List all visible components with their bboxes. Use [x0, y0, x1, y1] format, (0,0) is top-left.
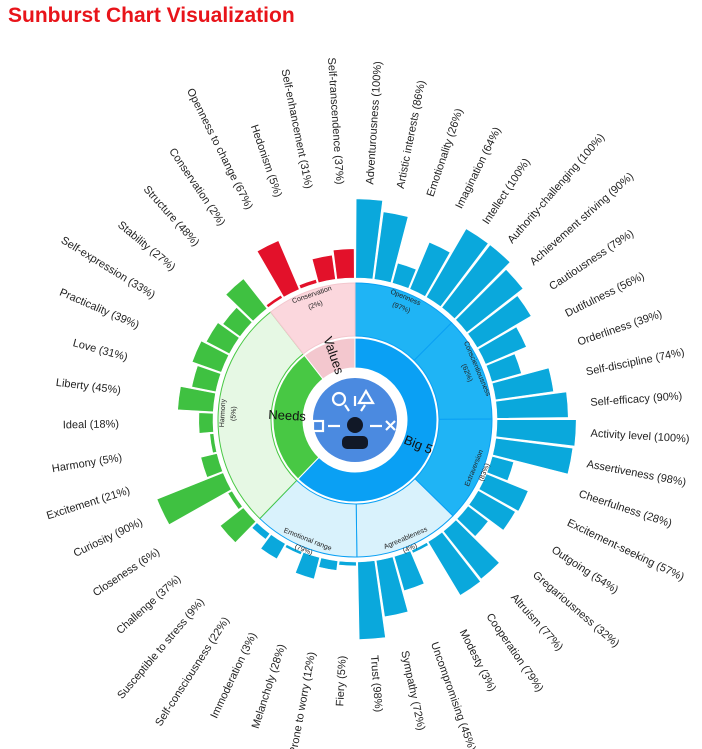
leaf-practicality-bar[interactable] — [191, 340, 230, 373]
leaf-harmony-label: Harmony (5%) — [51, 452, 123, 475]
leaf-trust-label: Trust (98%) — [368, 655, 384, 713]
leaf-excitement-label: Excitement (21%) — [45, 485, 131, 522]
leaf-conservation-bar[interactable] — [265, 294, 283, 309]
leaf-activity-level-label: Activity level (100%) — [590, 428, 690, 446]
leaf-bars — [156, 198, 577, 640]
leaf-self-discipline-label: Self-discipline (74%) — [585, 346, 686, 378]
leaf-liberty-label: Liberty (45%) — [55, 377, 121, 397]
leaf-modesty-label: Modesty (3%) — [457, 628, 498, 694]
leaf-excitement-seeking-bar[interactable] — [478, 473, 529, 512]
leaf-self-enhancement-bar[interactable] — [311, 254, 336, 284]
category-values-arc[interactable] — [303, 337, 356, 380]
leaf-self-transcendence-label: Self-transcendence (37%) — [325, 57, 345, 185]
category-big-5-arc[interactable] — [297, 337, 438, 503]
page-title: Sunburst Chart Visualization — [8, 4, 295, 27]
leaf-self-transcendence-bar[interactable] — [332, 248, 355, 280]
facet-ring — [217, 282, 493, 558]
leaf-altruism-bar[interactable] — [442, 519, 500, 580]
leaf-artistic-interests-bar[interactable] — [373, 211, 409, 283]
leaf-self-efficacy-bar[interactable] — [495, 391, 569, 419]
category-needs-label: Needs — [268, 407, 307, 424]
leaf-stability-bar[interactable] — [222, 307, 253, 338]
leaf-cheerfulness-label: Cheerfulness (28%) — [577, 488, 673, 530]
leaf-challenge-bar[interactable] — [219, 507, 257, 544]
personality-insights-icon — [311, 388, 396, 433]
leaf-orderliness-bar[interactable] — [485, 353, 522, 383]
facet-harmony-arc[interactable] — [217, 311, 304, 520]
leaf-imagination-bar[interactable] — [409, 241, 451, 297]
leaf-practicality-label: Practicality (39%) — [58, 287, 141, 332]
person-glyph — [342, 417, 368, 449]
leaf-self-efficacy-label: Self-efficacy (90%) — [590, 390, 683, 409]
leaf-self-discipline-bar[interactable] — [491, 367, 554, 401]
leaf-assertiveness-bar[interactable] — [492, 437, 574, 475]
leaf-closeness-bar[interactable] — [227, 490, 243, 510]
leaf-curiosity-bar[interactable] — [156, 472, 232, 526]
leaf-outgoing-bar[interactable] — [468, 490, 516, 531]
center-icon-group — [311, 378, 397, 462]
leaf-cheerfulness-bar[interactable] — [486, 455, 515, 482]
leaf-melancholy-bar[interactable] — [294, 551, 320, 580]
leaf-self-consciousness-bar[interactable] — [260, 534, 286, 560]
facet-conservation-arc[interactable] — [269, 282, 356, 355]
leaf-intellect-bar[interactable] — [425, 228, 489, 308]
facet-conservation-value: (2%) — [307, 300, 323, 311]
leaf-hedonism-bar[interactable] — [298, 278, 318, 290]
leaf-excitement-bar[interactable] — [200, 453, 223, 478]
leaf-love-label: Love (31%) — [71, 337, 128, 363]
leaf-trust-bar[interactable] — [357, 560, 386, 640]
leaf-achievement-striving-label: Achievement striving (90%) — [528, 170, 636, 268]
leaf-emotionality-bar[interactable] — [391, 262, 417, 289]
leaf-orderliness-label: Orderliness (39%) — [576, 308, 664, 348]
leaf-fiery-label: Fiery (5%) — [334, 655, 349, 706]
leaf-assertiveness-label: Assertiveness (98%) — [586, 458, 687, 489]
leaf-closeness-label: Closeness (6%) — [91, 546, 162, 599]
leaf-dutifulness-bar[interactable] — [477, 326, 527, 365]
leaf-gregariousness-bar[interactable] — [456, 505, 489, 537]
leaf-ideal-label: Ideal (18%) — [63, 418, 119, 431]
leaf-uncompromising-bar[interactable] — [393, 550, 425, 592]
leaf-self-expression-bar[interactable] — [205, 322, 240, 355]
leaf-prone-to-worry-bar[interactable] — [318, 557, 339, 571]
leaf-authority-challenging-label: Authority-challenging (100%) — [505, 132, 607, 246]
facet-harmony-label: Harmony — [219, 398, 228, 427]
leaf-hedonism-label: Hedonism (5%) — [248, 123, 284, 199]
leaf-sympathy-label: Sympathy (72%) — [398, 650, 427, 732]
leaf-structure-label: Structure (48%) — [141, 184, 202, 249]
leaf-adventurousness-label: Adventurousness (100%) — [364, 61, 384, 185]
leaf-modesty-bar[interactable] — [411, 542, 429, 554]
leaf-sympathy-bar[interactable] — [375, 556, 409, 618]
leaf-prone-to-worry-label: Prone to worry (12%) — [288, 651, 319, 749]
leaf-authority-challenging-bar[interactable] — [441, 244, 511, 320]
leaf-curiosity-label: Curiosity (90%) — [72, 516, 145, 559]
leaf-structure-bar[interactable] — [225, 278, 268, 322]
leaf-immoderation-bar[interactable] — [284, 544, 303, 556]
leaf-ideal-bar[interactable] — [198, 412, 214, 434]
leaf-fiery-bar[interactable] — [338, 560, 357, 567]
leaf-achievement-striving-bar[interactable] — [455, 269, 524, 333]
leaf-activity-level-bar[interactable] — [495, 419, 577, 447]
leaf-cooperation-bar[interactable] — [427, 531, 481, 596]
leaf-susceptible-to-stress-bar[interactable] — [251, 522, 271, 540]
leaf-liberty-bar[interactable] — [177, 386, 216, 413]
leaf-artistic-interests-label: Artistic interests (86%) — [395, 79, 428, 189]
leaf-emotionality-label: Emotionality (26%) — [425, 107, 466, 198]
leaf-melancholy-label: Melancholy (28%) — [250, 643, 288, 730]
leaf-openness-to-change-bar[interactable] — [256, 240, 300, 298]
category-ring — [272, 337, 438, 503]
leaf-cautiousness-bar[interactable] — [467, 295, 532, 349]
leaf-self-enhancement-label: Self-enhancement (31%) — [279, 68, 315, 190]
leaf-love-bar[interactable] — [191, 365, 222, 393]
facet-harmony-value: (5%) — [230, 406, 238, 421]
leaf-harmony-bar[interactable] — [209, 433, 218, 454]
leaf-stability-label: Stability (27%) — [115, 219, 177, 274]
leaf-adventurousness-bar[interactable] — [355, 198, 383, 280]
leaf-susceptible-to-stress-label: Susceptible to stress (9%) — [115, 596, 207, 701]
